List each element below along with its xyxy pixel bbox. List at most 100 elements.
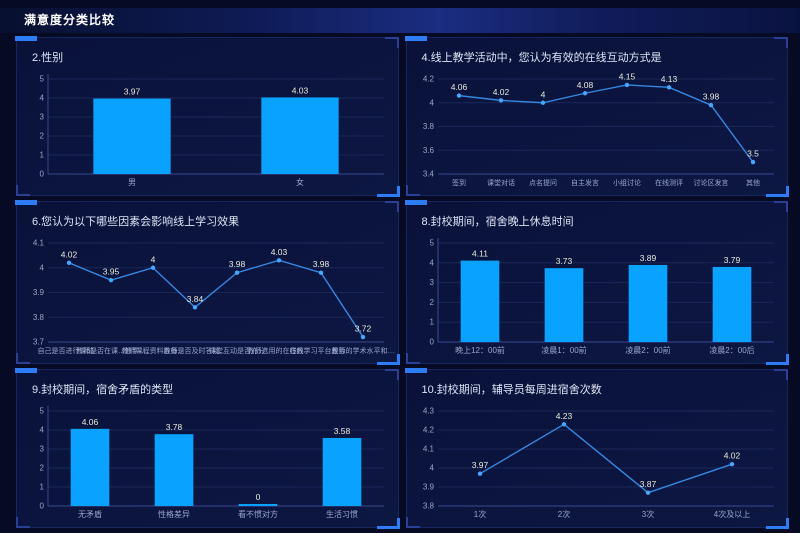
corner-accent-icon [376,354,400,365]
corner-accent-icon [15,36,37,41]
svg-text:3.78: 3.78 [166,422,183,432]
svg-text:4: 4 [40,426,45,435]
line-chart-online-interaction: 3.4 3.6 3.8 4 4.2 签到 课堂对话 点名提问 自主发言 小组讨论 在线测评 讨论区发言… [411,66,784,191]
svg-text:4.02: 4.02 [61,249,78,259]
svg-text:看不惯对方: 看不惯对方 [238,509,278,519]
svg-text:3.8: 3.8 [422,502,434,511]
svg-text:签到: 签到 [452,178,466,187]
svg-text:2次: 2次 [557,509,569,519]
svg-text:4次及以上: 4次及以上 [713,509,749,519]
corner-accent-icon [774,201,788,212]
svg-text:课堂互动是否充分: 课堂互动是否充分 [209,346,265,355]
svg-text:讨论区发言: 讨论区发言 [693,178,728,187]
svg-text:3.73: 3.73 [555,256,572,266]
svg-text:3: 3 [40,445,45,454]
corner-accent-icon [15,200,37,205]
svg-text:凌晨2：00前: 凌晨2：00前 [625,345,670,355]
chart-title: 9.封校期间，宿舍矛盾的类型 [32,384,174,396]
svg-text:4.02: 4.02 [723,451,740,461]
svg-text:自己是否进行课前…: 自己是否进行课前… [38,346,101,355]
svg-text:3.87: 3.87 [639,479,656,489]
svg-text:3.5: 3.5 [747,149,759,159]
svg-text:3.97: 3.97 [124,87,141,97]
panel-learning-factors: 6.您认为以下哪些因素会影响线上学习效果 3.7 3.8 3.9 4 4.1 自己是否进行… [15,200,400,365]
svg-text:3.8: 3.8 [422,122,434,131]
svg-text:其他: 其他 [746,178,760,187]
svg-text:4.23: 4.23 [555,411,572,421]
svg-text:4: 4 [40,94,45,103]
corner-accent-icon [376,186,400,197]
corner-accent-icon [16,517,30,528]
svg-text:4.06: 4.06 [450,82,467,92]
svg-text:教师选用的在线教…: 教师选用的在线教… [248,346,311,355]
svg-text:5: 5 [429,239,434,248]
svg-text:3.7: 3.7 [33,338,45,347]
chart-title: 2.性别 [32,52,64,64]
svg-text:3.8: 3.8 [33,313,45,322]
corner-accent-icon [405,353,420,364]
panel-online-interaction: 4.线上教学活动中，您认为有效的在线互动方式是 3.4 3.6 3.8 4 4.2 签到 课… [404,36,789,197]
corner-accent-icon [404,36,427,41]
svg-text:晚上12：00前: 晚上12：00前 [455,345,505,355]
svg-text:教师是否及时答疑…: 教师是否及时答疑… [164,346,227,355]
line-chart-counselor-visits: 3.8 3.9 4 4.1 4.2 4.3 1次 2次 3次 4次及以上 3.97 4.23 3.87 4… [411,398,784,523]
svg-text:教师是否在课…教学…: 教师是否在课…教学… [76,346,146,355]
corner-accent-icon [774,369,788,380]
dashboard-grid: 2.性别 0 1 2 3 4 5 男 女 3.97 4.03 4.线上教学活动中，您认为有效的在线… [15,36,789,529]
chart-title: 6.您认为以下哪些因素会影响线上学习效果 [32,216,240,228]
svg-text:4.1: 4.1 [33,239,45,248]
corner-accent-icon [15,368,37,373]
bar-chart-dorm-conflict: 0 1 2 3 4 5 无矛盾 性格差异 看不惯对方 生活习惯 4.06 3.78 0 3.58 [21,398,394,523]
svg-text:4.13: 4.13 [660,74,677,84]
svg-text:0: 0 [40,502,45,511]
corner-accent-icon [16,353,30,364]
corner-accent-icon [766,518,789,529]
svg-text:教师课程资料准备…: 教师课程资料准备… [122,346,185,355]
corner-accent-icon [404,200,427,205]
svg-text:3.97: 3.97 [471,460,488,470]
svg-text:4.08: 4.08 [576,80,593,90]
corner-accent-icon [766,354,789,365]
panel-dorm-conflict: 9.封校期间，宿舍矛盾的类型 0 1 2 3 4 5 无矛盾 性格差异 看不惯对方 生活习惯 4.0… [15,368,400,529]
svg-text:3.58: 3.58 [334,426,351,436]
corner-accent-icon [16,185,30,196]
chart-title: 8.封校期间，宿舍晚上休息时间 [421,216,574,228]
svg-text:4.03: 4.03 [292,85,309,95]
svg-text:凌晨1：00前: 凌晨1：00前 [541,345,586,355]
chart-title: 4.线上教学活动中，您认为有效的在线互动方式是 [421,52,662,64]
svg-text:点名提问: 点名提问 [529,178,557,187]
svg-text:1: 1 [40,151,45,160]
svg-text:3.98: 3.98 [229,259,246,269]
svg-text:4.1: 4.1 [422,445,434,454]
svg-text:1: 1 [40,483,45,492]
svg-text:2: 2 [429,298,434,307]
corner-accent-icon [384,201,399,212]
corner-accent-icon [384,369,399,380]
svg-text:4.2: 4.2 [422,426,434,435]
svg-text:4: 4 [429,98,434,107]
corner-accent-icon [405,185,420,196]
svg-text:3.72: 3.72 [355,324,372,334]
line-chart-learning-factors: 3.7 3.8 3.9 4 4.1 自己是否进行课前… 教师是否在课…教学… 教师课程资料准备… [21,230,395,359]
bar-chart-rest-time: 0 1 2 3 4 5 晚上12：00前 凌晨1：00前 凌晨2：00前 凌晨2：00后 4.11 3… [411,230,784,359]
svg-text:4.15: 4.15 [618,71,635,81]
svg-text:4: 4 [429,258,434,267]
svg-text:4: 4 [429,464,434,473]
svg-text:3.84: 3.84 [187,294,204,304]
panel-gender: 2.性别 0 1 2 3 4 5 男 女 3.97 4.03 [15,36,400,197]
svg-text:3.89: 3.89 [639,253,656,263]
panel-rest-time: 8.封校期间，宿舍晚上休息时间 0 1 2 3 4 5 晚上12：00前 凌晨1：00前 凌晨2… [404,200,789,365]
svg-text:教师的学术水平和…: 教师的学术水平和… [332,346,395,355]
svg-text:在线学习平台是否…: 在线学习平台是否… [290,346,353,355]
svg-text:生活习惯: 生活习惯 [326,509,358,519]
page-title: 满意度分类比较 [24,13,116,27]
svg-text:3.9: 3.9 [33,288,45,297]
svg-text:3.98: 3.98 [702,92,719,102]
svg-text:3.98: 3.98 [313,259,330,269]
svg-text:在线测评: 在线测评 [655,178,683,187]
bar-chart-gender: 0 1 2 3 4 5 男 女 3.97 4.03 [21,66,394,191]
svg-text:凌晨2：00后: 凌晨2：00后 [709,345,754,355]
svg-text:4.03: 4.03 [271,247,288,257]
svg-text:4.02: 4.02 [492,87,509,97]
corner-accent-icon [405,517,420,528]
